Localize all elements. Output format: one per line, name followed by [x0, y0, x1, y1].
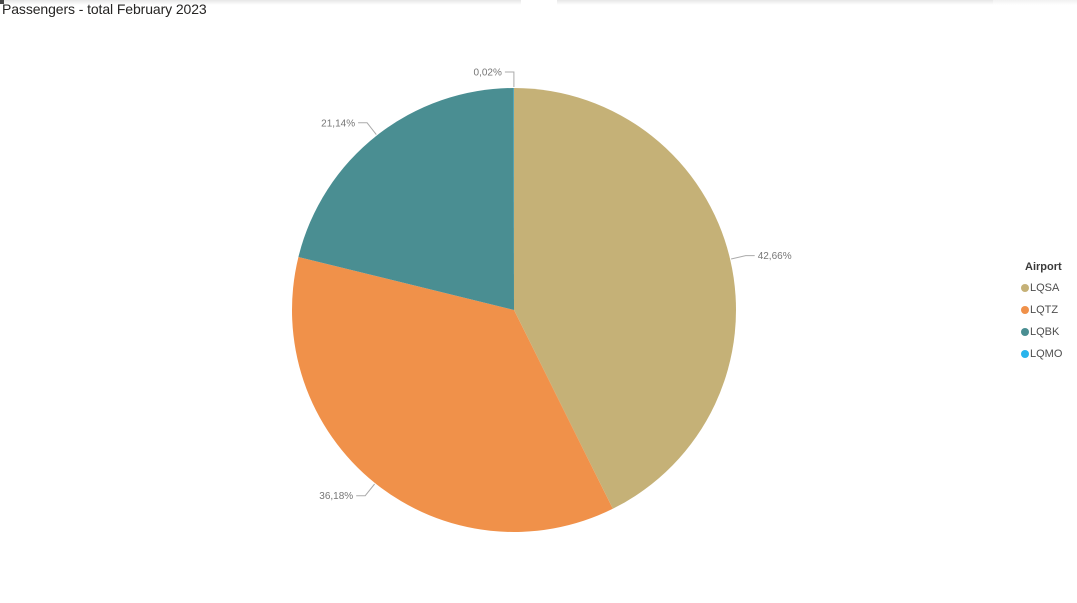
legend-item-LQBK[interactable]: LQBK: [1021, 321, 1077, 343]
leader-line-LQMO: [504, 71, 515, 87]
chart-title: Passengers - total February 2023: [2, 1, 207, 17]
legend-title: Airport: [1025, 261, 1062, 273]
pie-slice-LQTZ[interactable]: [292, 256, 613, 533]
leader-line-LQSA: [730, 255, 755, 260]
legend-item-LQMO[interactable]: LQMO: [1021, 343, 1077, 365]
pie-slice-label-LQBK: 21,14%: [321, 118, 355, 129]
legend-label-LQTZ: LQTZ: [1030, 304, 1059, 316]
pie-slice-LQBK[interactable]: [298, 88, 514, 310]
legend-label-LQSA: LQSA: [1030, 282, 1060, 294]
legend-item-LQTZ[interactable]: LQTZ: [1021, 299, 1077, 321]
legend-dot-LQSA: [1021, 284, 1029, 292]
legend-label-LQBK: LQBK: [1030, 326, 1060, 338]
pie-slice-label-LQTZ: 36,18%: [319, 491, 353, 502]
pie-slice-LQSA[interactable]: [514, 88, 737, 509]
legend-dot-LQBK: [1021, 328, 1029, 336]
pie-slice-label-LQMO: 0,02%: [474, 68, 502, 79]
corner-mark: [0, 0, 4, 4]
legend-dot-LQTZ: [1021, 306, 1029, 314]
legend: Airport LQSA LQTZ LQBK LQMO: [1021, 261, 1077, 365]
legend-label-LQMO: LQMO: [1030, 348, 1063, 360]
leader-line-LQBK: [358, 122, 377, 135]
legend-dot-LQMO: [1021, 350, 1029, 358]
legend-items: LQSA LQTZ LQBK LQMO: [1021, 277, 1077, 365]
pie-slice-label-LQSA: 42,66%: [758, 251, 792, 262]
legend-item-LQSA[interactable]: LQSA: [1021, 277, 1077, 299]
leader-line-LQTZ: [356, 483, 375, 497]
